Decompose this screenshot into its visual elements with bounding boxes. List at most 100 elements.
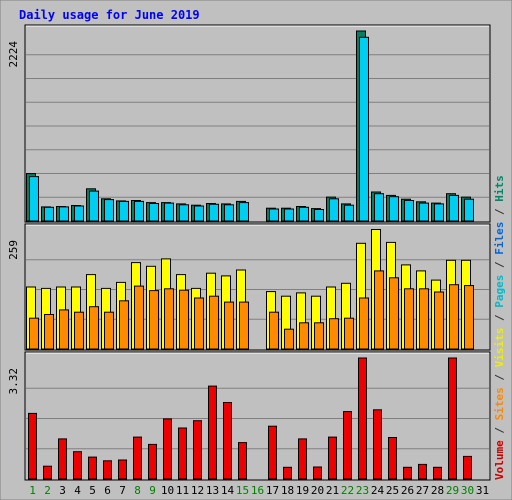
- x-tick-day-22: 22: [341, 484, 354, 497]
- sites-bar-day-15: [239, 301, 249, 350]
- volume-bar-day-18: [283, 466, 292, 480]
- x-tick-day-24: 24: [371, 484, 385, 497]
- files-bar-day-18: [284, 208, 294, 222]
- sites-bar-day-9: [149, 290, 159, 350]
- x-tick-day-25: 25: [386, 484, 399, 497]
- volume-bar-day-9: [148, 443, 157, 480]
- x-tick-day-27: 27: [416, 484, 429, 497]
- x-tick-day-6: 6: [104, 484, 111, 497]
- chart-title: Daily usage for June 2019: [19, 8, 200, 22]
- x-tick-day-28: 28: [431, 484, 444, 497]
- files-bar-day-4: [74, 205, 84, 222]
- files-bar-day-3: [59, 206, 69, 222]
- volume-bar-day-2: [43, 465, 52, 480]
- files-bar-day-24: [374, 193, 384, 222]
- legend-separator: /: [493, 308, 506, 328]
- legend-sites: Sites: [493, 387, 506, 420]
- x-tick-day-14: 14: [221, 484, 235, 497]
- volume-bar-day-26: [403, 466, 412, 480]
- sites-bar-day-27: [419, 288, 429, 350]
- files-bar-day-10: [164, 202, 174, 222]
- sites-bar-day-4: [74, 311, 84, 350]
- legend-separator: /: [493, 367, 506, 387]
- panel-frame: [24, 351, 491, 481]
- volume-bar-day-12: [193, 420, 202, 480]
- files-bar-day-20: [314, 209, 324, 222]
- volume-bar-day-1: [28, 412, 37, 480]
- volume-bar-day-27: [418, 463, 427, 480]
- y-max-label: 3.32: [7, 368, 20, 395]
- volume-bar-day-10: [163, 418, 172, 480]
- series-legend: Volume / Sites / Visits / Pages / Files …: [493, 175, 506, 480]
- volume-bar-day-7: [118, 459, 127, 480]
- legend-visits: Visits: [493, 328, 506, 368]
- x-tick-day-29: 29: [446, 484, 459, 497]
- volume-bar-day-23: [358, 357, 367, 480]
- x-tick-day-1: 1: [29, 484, 36, 497]
- x-tick-day-5: 5: [89, 484, 96, 497]
- sites-bar-day-30: [464, 285, 474, 350]
- x-tick-day-31: 31: [476, 484, 489, 497]
- volume-bar-day-3: [58, 438, 67, 480]
- x-tick-day-9: 9: [149, 484, 156, 497]
- volume-bar-day-21: [328, 436, 337, 480]
- files-bar-day-6: [104, 199, 114, 222]
- x-tick-day-12: 12: [191, 484, 204, 497]
- volume-bar-day-14: [223, 402, 232, 480]
- sites-bar-day-13: [209, 295, 219, 350]
- sites-bar-day-12: [194, 297, 204, 350]
- volume-bar-day-11: [178, 427, 187, 480]
- sites-bar-day-6: [104, 311, 114, 350]
- files-bar-day-17: [269, 208, 279, 222]
- x-tick-day-7: 7: [119, 484, 126, 497]
- sites-bar-day-23: [359, 297, 369, 350]
- x-tick-day-26: 26: [401, 484, 414, 497]
- x-tick-day-20: 20: [311, 484, 324, 497]
- legend-pages: Pages: [493, 275, 506, 308]
- volume-bar-day-6: [103, 460, 112, 480]
- volume-bar-day-25: [388, 437, 397, 480]
- x-tick-day-18: 18: [281, 484, 294, 497]
- files-bar-day-15: [239, 202, 249, 222]
- files-bar-day-19: [299, 206, 309, 222]
- sites-bar-day-5: [89, 306, 99, 350]
- legend-files: Files: [493, 222, 506, 255]
- x-tick-day-15: 15: [236, 484, 249, 497]
- files-bar-day-25: [389, 196, 399, 222]
- x-tick-day-11: 11: [176, 484, 189, 497]
- sites-bar-day-2: [44, 314, 54, 350]
- panel-visits-sites: 259: [7, 223, 491, 351]
- legend-separator: /: [493, 420, 506, 440]
- files-bar-day-14: [224, 204, 234, 222]
- sites-bar-day-25: [389, 277, 399, 350]
- x-tick-day-16: 16: [251, 484, 264, 497]
- files-bar-day-9: [149, 203, 159, 222]
- files-bar-day-1: [29, 176, 39, 222]
- sites-bar-day-11: [179, 289, 189, 350]
- sites-bar-day-28: [434, 291, 444, 350]
- sites-bar-day-3: [59, 309, 69, 350]
- files-bar-day-7: [119, 200, 129, 222]
- sites-bar-day-19: [299, 322, 309, 350]
- files-bar-day-11: [179, 204, 189, 222]
- sites-bar-day-17: [269, 311, 279, 350]
- sites-bar-day-20: [314, 322, 324, 350]
- y-max-label: 2224: [7, 41, 20, 68]
- volume-bar-day-13: [208, 385, 217, 480]
- volume-bar-day-8: [133, 436, 142, 480]
- files-bar-day-26: [404, 200, 414, 222]
- files-bar-day-12: [194, 205, 204, 222]
- sites-bar-day-10: [164, 288, 174, 350]
- volume-bar-day-24: [373, 409, 382, 480]
- files-bar-day-22: [344, 204, 354, 222]
- volume-bar-day-22: [343, 411, 352, 480]
- x-tick-day-17: 17: [266, 484, 279, 497]
- x-tick-day-13: 13: [206, 484, 219, 497]
- x-tick-day-19: 19: [296, 484, 309, 497]
- x-tick-day-3: 3: [59, 484, 66, 497]
- files-bar-day-28: [434, 203, 444, 222]
- files-bar-day-21: [329, 198, 339, 222]
- x-tick-day-8: 8: [134, 484, 141, 497]
